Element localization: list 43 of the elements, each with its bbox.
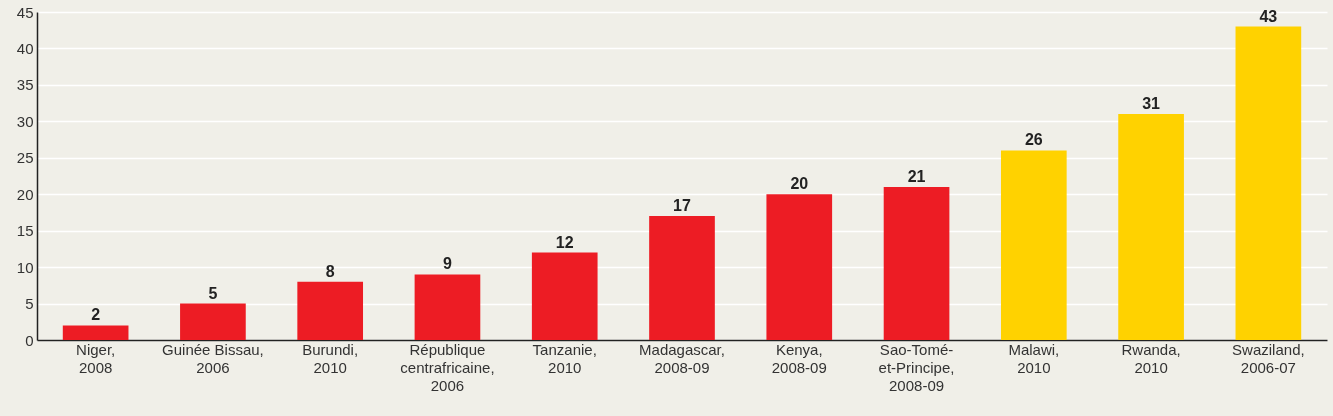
y-tick-label: 0 — [25, 331, 34, 349]
y-tick-label: 5 — [25, 295, 34, 313]
data-label: 8 — [325, 262, 335, 280]
x-tick-label: Swaziland, 2006-07 — [1232, 340, 1305, 376]
y-tick-label: 25 — [16, 149, 34, 167]
bar — [1118, 114, 1184, 340]
data-label: 17 — [673, 197, 691, 215]
bar — [1000, 150, 1067, 340]
bar — [1235, 26, 1302, 340]
y-tick-label: 30 — [16, 112, 34, 130]
y-tick-label: 35 — [16, 76, 34, 94]
bar — [883, 186, 950, 340]
y-tick-label: 45 — [16, 3, 34, 21]
bar — [414, 274, 481, 340]
x-tick-label: Madagascar, 2008-09 — [639, 340, 725, 376]
data-label: 43 — [1259, 7, 1278, 25]
x-tick-label: Sao-Tomé- et-Principe, 2008-09 — [878, 340, 955, 394]
y-tick-label: 10 — [16, 258, 34, 276]
data-label: 20 — [790, 175, 809, 193]
data-label: 5 — [208, 284, 218, 302]
data-label: 12 — [555, 233, 574, 251]
bar — [62, 325, 129, 340]
y-tick-label: 15 — [16, 222, 34, 240]
bar — [649, 216, 715, 340]
x-tick-label: Burundi, 2010 — [302, 340, 359, 376]
bar — [766, 194, 833, 340]
x-tick-label: Guinée Bissau, 2006 — [162, 340, 264, 376]
y-tick-label: 20 — [16, 185, 34, 203]
x-tick-label: Malawi, 2010 — [1008, 340, 1060, 376]
data-label: 2 — [91, 306, 101, 324]
x-tick-label: Tanzanie, 2010 — [532, 340, 597, 376]
x-tick-label: Kenya, 2008-09 — [771, 340, 827, 376]
data-label: 9 — [443, 255, 452, 273]
x-tick-label: République centrafricaine, 2006 — [400, 340, 495, 394]
data-label: 31 — [1142, 95, 1161, 113]
y-tick-label: 40 — [16, 39, 34, 57]
x-tick-label: Rwanda, 2010 — [1121, 340, 1181, 376]
data-label: 26 — [1024, 131, 1043, 149]
bar — [180, 303, 246, 340]
bar — [531, 252, 598, 340]
data-label: 21 — [907, 167, 926, 185]
bar — [297, 281, 364, 340]
x-tick-label: Niger, 2008 — [76, 340, 116, 376]
